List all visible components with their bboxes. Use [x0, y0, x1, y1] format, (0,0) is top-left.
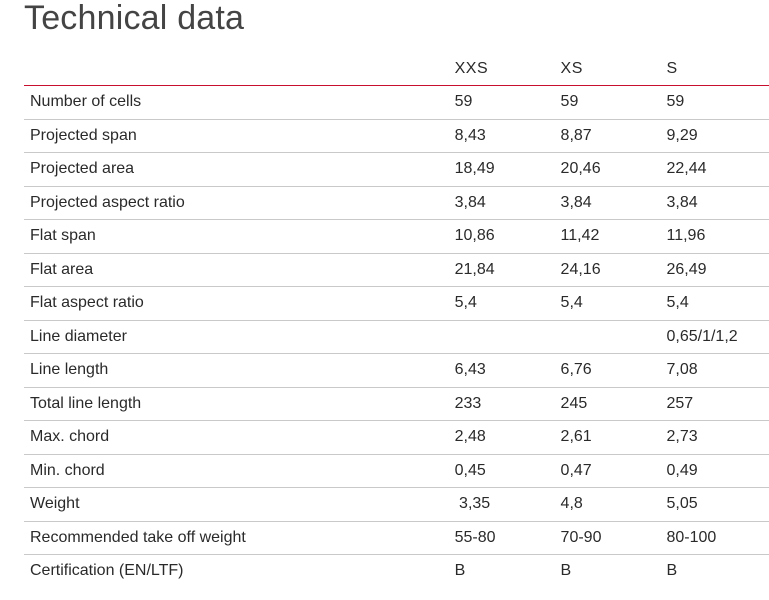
cell-xxs: 59 — [454, 85, 561, 120]
cell-xxs: 233 — [454, 387, 561, 421]
cell-xs: 6,76 — [560, 353, 667, 388]
cell-xxs — [454, 320, 561, 354]
cell-xs: 20,46 — [560, 152, 667, 187]
cell-xs: 70-90 — [560, 521, 667, 555]
table-row: Projected aspect ratio 3,84 3,84 3,84 — [24, 186, 769, 220]
cell-xxs: 2,48 — [454, 420, 561, 455]
cell-parameter: Flat span — [24, 219, 455, 254]
cell-xxs: 10,86 — [454, 219, 561, 254]
cell-s: 5,05 — [666, 487, 769, 522]
cell-parameter: Flat aspect ratio — [24, 286, 455, 321]
cell-parameter: Certification (EN/LTF) — [30, 562, 184, 580]
cell-xs: 3,84 — [560, 186, 667, 220]
cell-xs: 4,8 — [560, 487, 667, 522]
cell-xs: 11,42 — [560, 219, 667, 254]
table-row: Recommended take off weight 55-80 70-90 80-… — [24, 521, 769, 555]
table-row: Number of cells 59 59 59 — [24, 85, 769, 120]
table-row: Max. chord 2,48 2,61 2,73 — [24, 420, 769, 455]
column-header-xxs: XXS — [454, 52, 561, 86]
table-row: Weight 3,35 4,8 5,05 — [24, 487, 769, 522]
cell-s: 2,73 — [666, 420, 769, 455]
cell-xs: 24,16 — [560, 253, 667, 287]
cell-xxs: 6,43 — [454, 353, 561, 388]
cell-parameter: Number of cells — [24, 85, 455, 120]
cell-xs: 59 — [560, 85, 667, 120]
cell-s: 80-100 — [666, 521, 769, 555]
technical-data-table: XXS XS S Number of cells 59 59 59 Projected … — [24, 52, 769, 588]
cell-xxs: 55-80 — [454, 521, 561, 555]
cell-parameter: Line diameter — [24, 320, 455, 354]
table-row: Flat aspect ratio 5,4 5,4 5,4 — [24, 286, 769, 321]
cell-s: 9,29 — [666, 119, 769, 153]
cell-parameter: Max. chord — [24, 420, 455, 455]
column-header-s: S — [666, 52, 769, 86]
cell-xxs: 3,84 — [454, 186, 561, 220]
cell-s: 3,84 — [666, 186, 769, 220]
cell-xxs: 0,45 — [454, 454, 561, 488]
cell-xs: B — [560, 562, 572, 580]
cell-parameter: Recommended take off weight — [24, 521, 455, 555]
table-row: Projected span 8,43 8,87 9,29 — [24, 119, 769, 153]
cell-s: 22,44 — [666, 152, 769, 187]
cell-xs: 245 — [560, 387, 667, 421]
table-row: Flat span 10,86 11,42 11,96 — [24, 219, 769, 254]
table-row: Line diameter 0,65/1/1,2 — [24, 320, 769, 354]
cell-s: 26,49 — [666, 253, 769, 287]
table-row: Min. chord 0,45 0,47 0,49 — [24, 454, 769, 488]
cell-xs: 0,47 — [560, 454, 667, 488]
table-row: Flat area 21,84 24,16 26,49 — [24, 253, 769, 287]
cell-xs — [560, 320, 667, 354]
cell-xxs: 21,84 — [454, 253, 561, 287]
cell-parameter: Min. chord — [24, 454, 455, 488]
cell-parameter: Line length — [24, 353, 455, 388]
cell-xxs: 8,43 — [454, 119, 561, 153]
cell-parameter: Total line length — [24, 387, 455, 421]
cell-xs: 8,87 — [560, 119, 667, 153]
cell-parameter: Weight — [24, 487, 455, 522]
cell-s: 59 — [666, 85, 769, 120]
column-header-xs: XS — [560, 52, 667, 86]
cell-s: 257 — [666, 387, 769, 421]
cell-xxs: B — [454, 562, 466, 580]
cell-parameter: Projected aspect ratio — [24, 186, 455, 220]
table-row: Line length 6,43 6,76 7,08 — [24, 353, 769, 388]
cell-s: 11,96 — [666, 219, 769, 254]
page-title: Technical data — [24, 0, 245, 37]
cell-xxs: 3,35 — [454, 487, 561, 522]
cell-parameter: Projected span — [24, 119, 455, 153]
cell-parameter: Flat area — [24, 253, 455, 287]
cell-xxs: 5,4 — [454, 286, 561, 321]
cell-s: 7,08 — [666, 353, 769, 388]
table-row: Certification (EN/LTF) B B B — [24, 555, 769, 588]
cell-s: 5,4 — [666, 286, 769, 321]
cell-xs: 2,61 — [560, 420, 667, 455]
column-header-parameter — [24, 52, 455, 86]
table-row: Projected area 18,49 20,46 22,44 — [24, 152, 769, 187]
cell-parameter: Projected area — [24, 152, 455, 187]
cell-s: 0,65/1/1,2 — [666, 320, 769, 354]
cell-s: B — [666, 562, 678, 580]
table-row: Total line length 233 245 257 — [24, 387, 769, 421]
cell-xs: 5,4 — [560, 286, 667, 321]
cell-xxs: 18,49 — [454, 152, 561, 187]
cell-s: 0,49 — [666, 454, 769, 488]
table-header-row: XXS XS S — [24, 52, 769, 86]
